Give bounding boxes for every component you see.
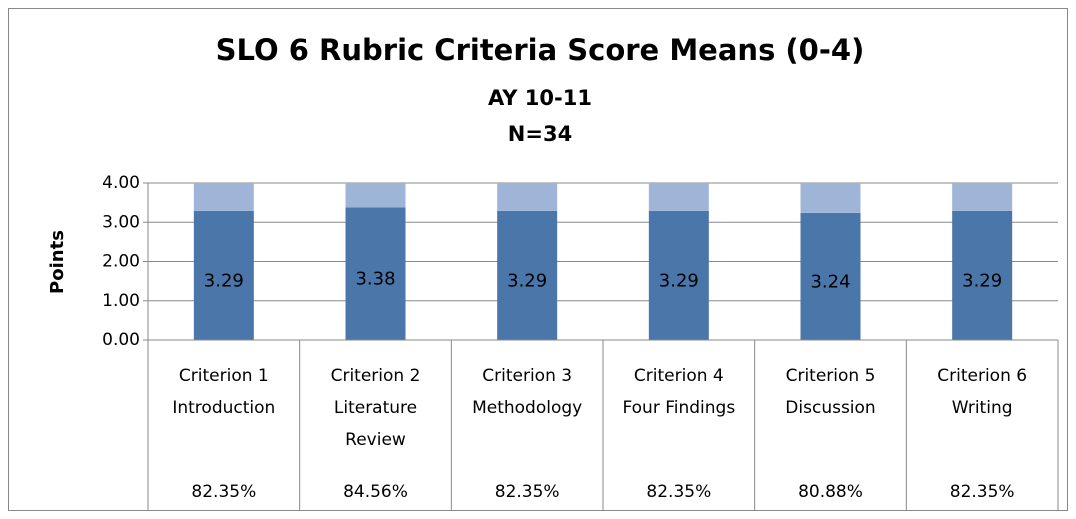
y-tick-label: 3.00: [102, 212, 140, 232]
x-tick-label: Introduction: [172, 398, 275, 418]
table-cell: 82.35%: [495, 482, 560, 502]
y-tick-label: 2.00: [102, 252, 140, 272]
x-tick-label: Criterion 2: [331, 366, 421, 386]
x-tick-label: Criterion 1: [179, 366, 269, 386]
x-tick-label: Criterion 3: [482, 366, 572, 386]
x-tick-label: Criterion 6: [937, 366, 1027, 386]
data-label: 3.29: [962, 270, 1002, 291]
table-cell: 82.35%: [646, 482, 711, 502]
bar-segment: [952, 210, 1013, 340]
y-tick-label: 1.00: [102, 291, 140, 311]
bar-segment: [497, 183, 558, 211]
bar-segment: [648, 183, 709, 211]
bar-segment: [345, 183, 406, 208]
bar-segment: [800, 183, 861, 213]
chart-subtitle: N=34: [508, 122, 572, 146]
x-tick-label: Review: [345, 430, 406, 450]
bar-segment: [952, 183, 1013, 211]
table-cell: 84.56%: [343, 482, 408, 502]
y-axis-label: Points: [47, 230, 68, 294]
y-tick-label: 4.00: [102, 173, 140, 193]
chart-subtitle: AY 10-11: [488, 86, 592, 110]
x-tick-label: Criterion 5: [786, 366, 876, 386]
bar-segment: [193, 210, 254, 340]
table-cell: 82.35%: [950, 482, 1015, 502]
data-label: 3.29: [204, 270, 244, 291]
x-tick-label: Writing: [952, 398, 1013, 418]
x-tick-label: Discussion: [785, 398, 875, 418]
bar-segment: [648, 210, 709, 340]
x-tick-label: Four Findings: [622, 398, 735, 418]
data-label: 3.29: [507, 270, 547, 291]
chart-title: SLO 6 Rubric Criteria Score Means (0-4): [216, 33, 865, 67]
data-label: 3.24: [810, 271, 850, 292]
bar-segment: [193, 183, 254, 211]
x-tick-label: Criterion 4: [634, 366, 724, 386]
bar-segment: [800, 212, 861, 340]
data-label: 3.29: [659, 270, 699, 291]
table-cell: 82.35%: [191, 482, 256, 502]
x-tick-label: Literature: [334, 398, 417, 418]
table-cell: 80.88%: [798, 482, 863, 502]
bar-segment: [345, 207, 406, 340]
data-label: 3.38: [355, 269, 395, 290]
y-tick-label: 0.00: [102, 330, 140, 350]
bar-segment: [497, 210, 558, 340]
x-tick-label: Methodology: [472, 398, 582, 418]
